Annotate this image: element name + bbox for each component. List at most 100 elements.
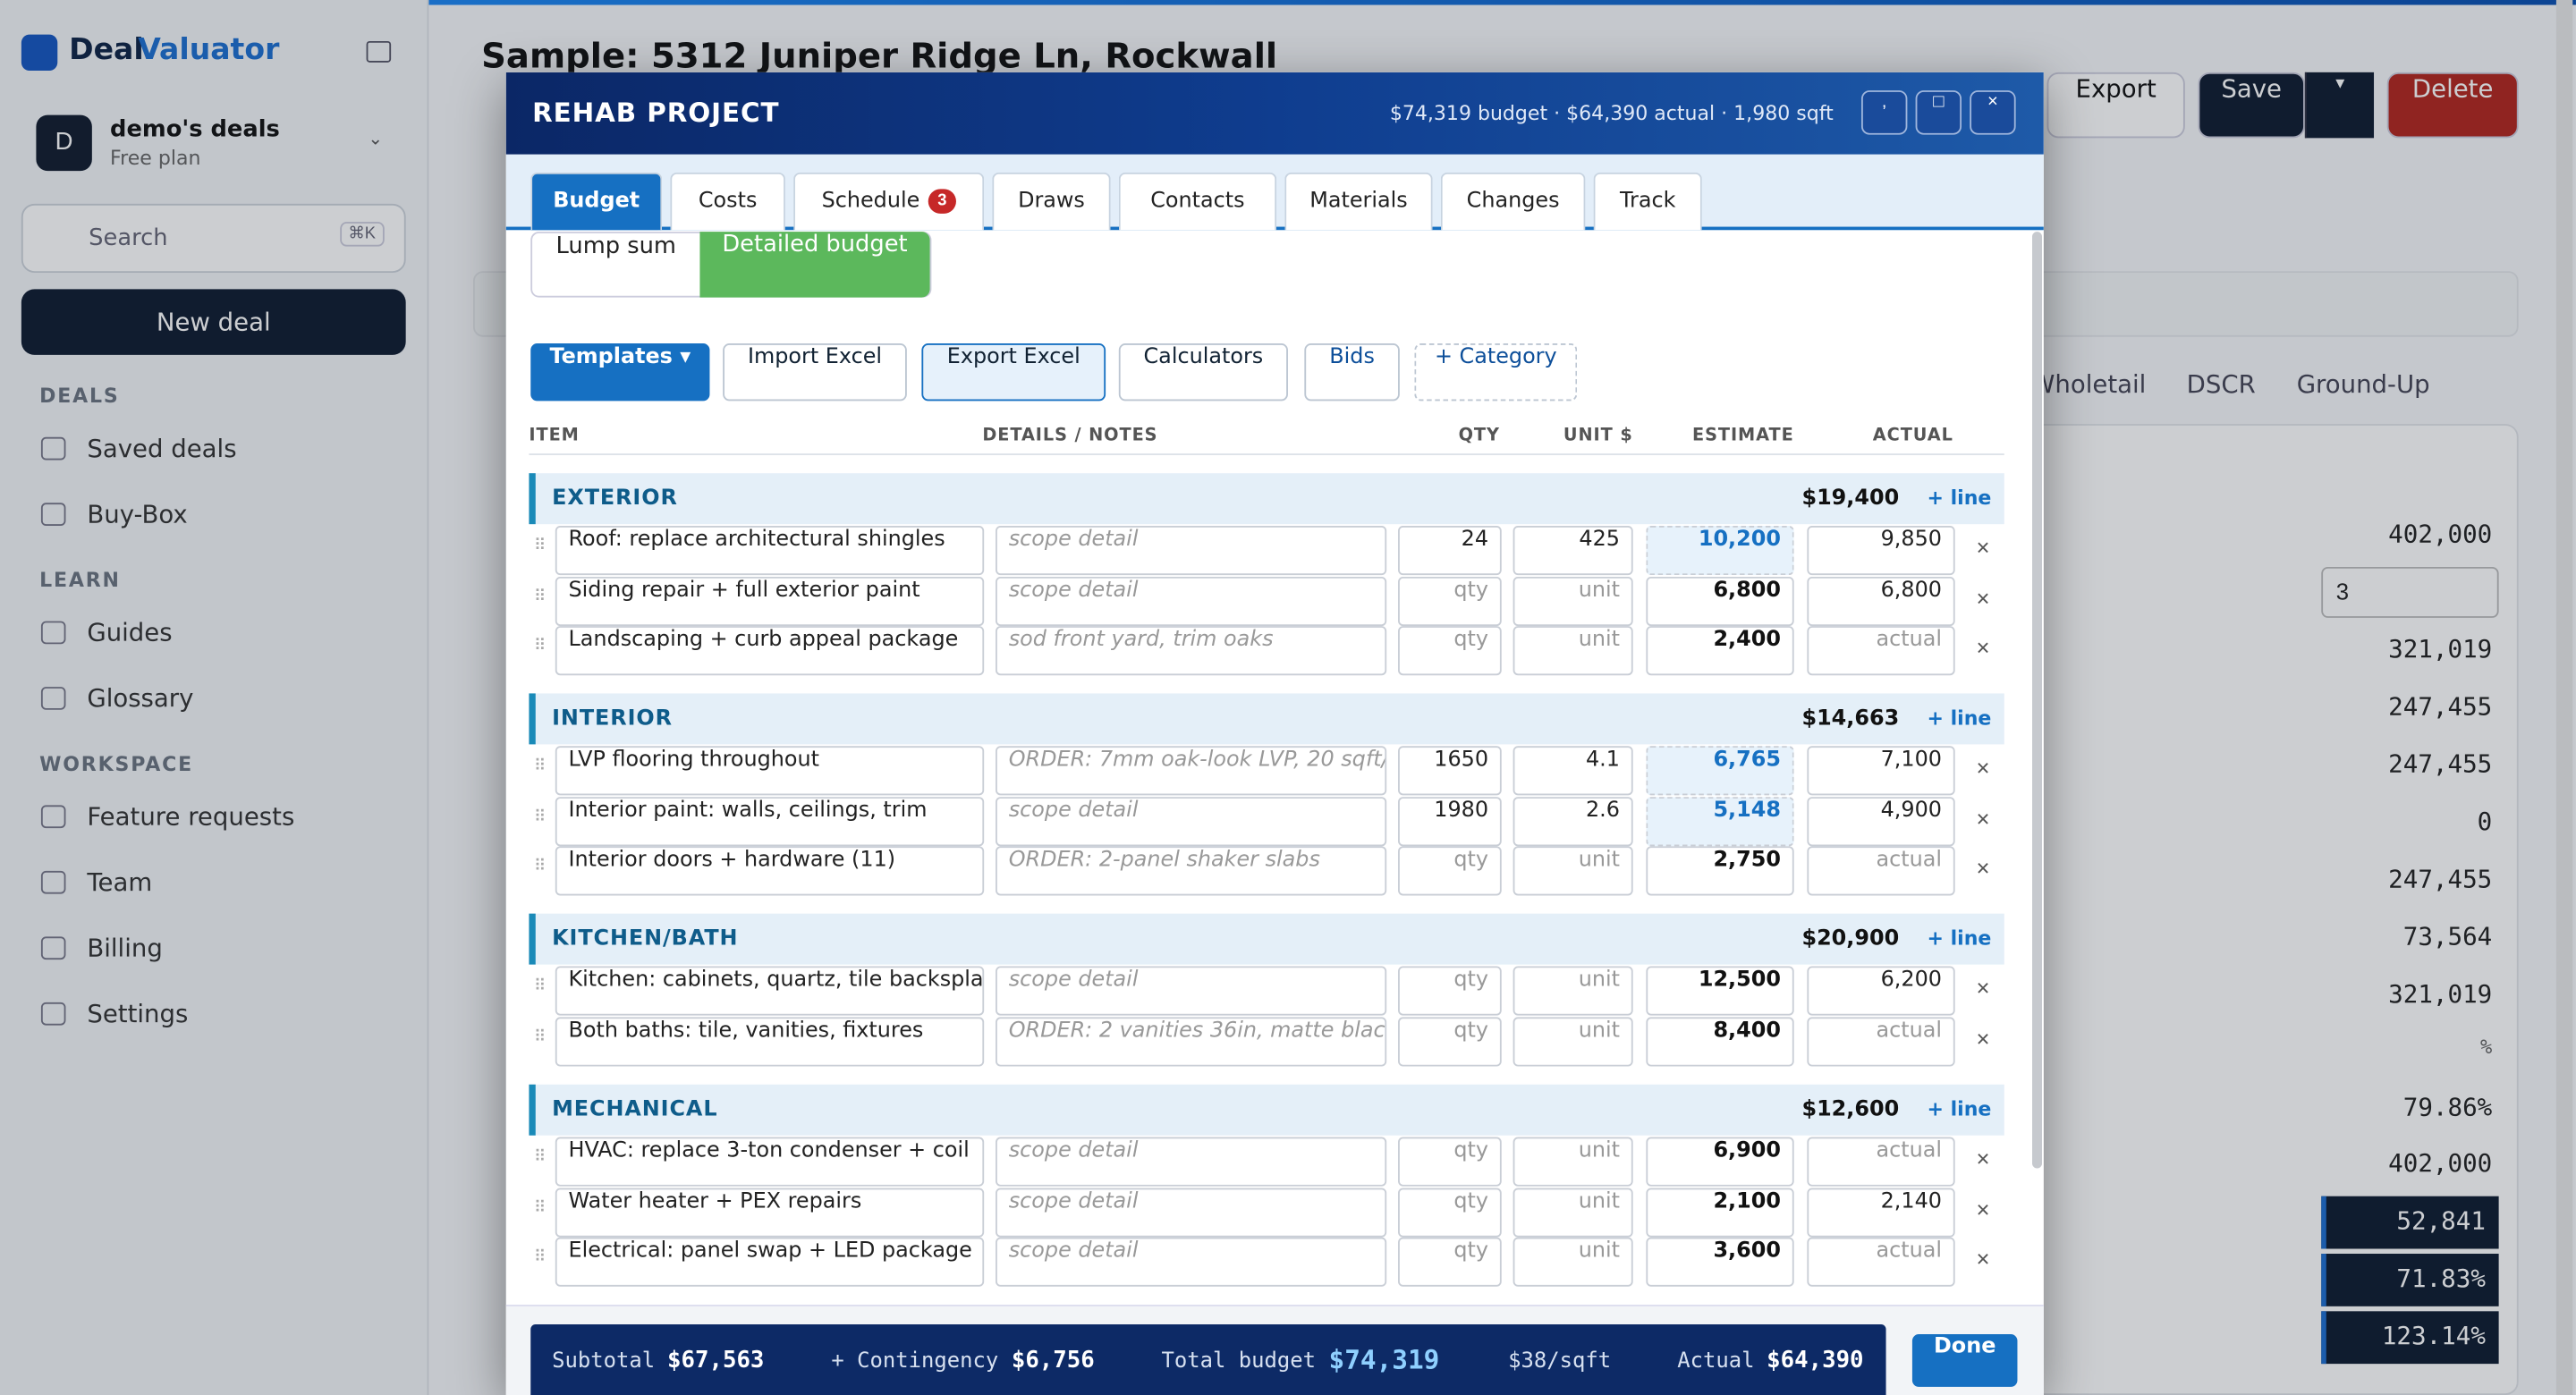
remove[interactable]: ×	[1976, 634, 1990, 661]
actual-input[interactable]: actual	[1807, 1237, 1955, 1287]
details-input[interactable]: scope detail	[996, 1137, 1387, 1187]
nav-item[interactable]: Feature requests	[87, 801, 295, 832]
nav-item[interactable]: Guides	[87, 617, 173, 647]
actual-input[interactable]: actual	[1807, 1016, 1955, 1066]
estimate-input[interactable]: 3,600	[1646, 1237, 1794, 1287]
page-button[interactable]: Export	[2046, 72, 2185, 139]
details-input[interactable]: scope detail	[996, 1187, 1387, 1237]
estimate-input[interactable]: 2,750	[1646, 846, 1794, 896]
unit-input[interactable]: 4.1	[1513, 746, 1633, 796]
page-tab[interactable]: Ground-Up	[2296, 369, 2430, 400]
modal-tab[interactable]: Draws	[992, 172, 1111, 231]
remove[interactable]: ×	[1976, 804, 1990, 831]
qty-input[interactable]: qty	[1398, 576, 1502, 626]
actual-input[interactable]: actual	[1807, 1137, 1955, 1187]
estimate-input[interactable]: 6,765	[1646, 746, 1794, 796]
estimate-input[interactable]: 10,200	[1646, 526, 1794, 576]
toolbar-button[interactable]: Export Excel	[921, 343, 1106, 402]
item-input[interactable]: Landscaping + curb appeal package	[555, 626, 985, 676]
qty-input[interactable]: qty	[1398, 966, 1502, 1016]
details-input[interactable]: scope detail	[996, 526, 1387, 576]
actual-input[interactable]: actual	[1807, 626, 1955, 676]
actual-input[interactable]: actual	[1807, 846, 1955, 896]
estimate-input[interactable]: 12,500	[1646, 966, 1794, 1016]
qty-input[interactable]: qty	[1398, 1016, 1502, 1066]
nav-item[interactable]: Saved deals	[87, 434, 237, 464]
toolbar-button[interactable]: Templates ▾	[530, 343, 710, 402]
unit-input[interactable]: unit	[1513, 1137, 1633, 1187]
item-input[interactable]: Both baths: tile, vanities, fixtures	[555, 1016, 985, 1066]
collapse-icon[interactable]	[366, 40, 392, 63]
add-line[interactable]: + line	[1927, 486, 1992, 510]
nav-item[interactable]: Billing	[87, 933, 163, 963]
done-button[interactable]: Done	[1911, 1334, 2018, 1387]
remove[interactable]: ×	[1976, 1145, 1990, 1172]
toolbar-button[interactable]: Bids	[1304, 343, 1400, 402]
details-input[interactable]: ORDER: 2-panel shaker slabs	[996, 846, 1387, 896]
estimate-input[interactable]: 5,148	[1646, 796, 1794, 846]
item-input[interactable]: Kitchen: cabinets, quartz, tile backspla…	[555, 966, 985, 1016]
select[interactable]: 3	[2321, 566, 2499, 618]
remove[interactable]: ×	[1976, 754, 1990, 781]
item-input[interactable]: Siding repair + full exterior paint	[555, 576, 985, 626]
item-input[interactable]: Interior paint: walls, ceilings, trim	[555, 796, 985, 846]
modal-tab[interactable]: Budget	[530, 172, 663, 231]
nav-item[interactable]: Settings	[87, 999, 189, 1029]
unit-input[interactable]: unit	[1513, 846, 1633, 896]
add-line[interactable]: + line	[1927, 1097, 1992, 1121]
page-button[interactable]: Save	[2198, 72, 2305, 139]
window-button[interactable]: □	[1915, 90, 1962, 135]
remove[interactable]: ×	[1976, 534, 1990, 561]
qty-input[interactable]: 1980	[1398, 796, 1502, 846]
qty-input[interactable]: qty	[1398, 1187, 1502, 1237]
estimate-input[interactable]: 8,400	[1646, 1016, 1794, 1066]
estimate-input[interactable]: 2,400	[1646, 626, 1794, 676]
page-button[interactable]: Delete	[2386, 72, 2519, 139]
unit-input[interactable]: unit	[1513, 1187, 1633, 1237]
details-input[interactable]: scope detail	[996, 966, 1387, 1016]
unit-input[interactable]: unit	[1513, 626, 1633, 676]
drag-handle[interactable]: ⠿	[533, 1198, 547, 1217]
item-input[interactable]: LVP flooring throughout	[555, 746, 985, 796]
drag-handle[interactable]: ⠿	[533, 1148, 547, 1167]
mode-button[interactable]: Lump sum	[555, 232, 677, 260]
unit-input[interactable]: 425	[1513, 526, 1633, 576]
remove[interactable]: ×	[1976, 584, 1990, 611]
estimate-input[interactable]: 2,100	[1646, 1187, 1794, 1237]
nav-item[interactable]: Buy-Box	[87, 499, 188, 529]
details-input[interactable]: scope detail	[996, 796, 1387, 846]
actual-input[interactable]: 6,200	[1807, 966, 1955, 1016]
unit-input[interactable]: unit	[1513, 1237, 1633, 1287]
qty-input[interactable]: qty	[1398, 1137, 1502, 1187]
estimate-input[interactable]: 6,900	[1646, 1137, 1794, 1187]
drag-handle[interactable]: ⠿	[533, 1027, 547, 1046]
modal-tab[interactable]: Contacts	[1118, 172, 1277, 231]
drag-handle[interactable]: ⠿	[533, 977, 547, 996]
details-input[interactable]: ORDER: 7mm oak-look LVP, 20 sqft/box	[996, 746, 1387, 796]
qty-input[interactable]: qty	[1398, 846, 1502, 896]
window-button[interactable]: ‚	[1860, 90, 1908, 135]
drag-handle[interactable]: ⠿	[533, 587, 547, 606]
new-deal[interactable]: New deal	[21, 289, 406, 355]
modal-tab[interactable]: Changes	[1440, 172, 1586, 231]
details-input[interactable]: scope detail	[996, 576, 1387, 626]
page-tab[interactable]: Wholetail	[2030, 369, 2147, 400]
item-input[interactable]: Water heater + PEX repairs	[555, 1187, 985, 1237]
add-line[interactable]: + line	[1927, 926, 1992, 951]
details-input[interactable]: scope detail	[996, 1237, 1387, 1287]
unit-input[interactable]: 2.6	[1513, 796, 1633, 846]
drag-handle[interactable]: ⠿	[533, 537, 547, 556]
actual-input[interactable]: 2,140	[1807, 1187, 1955, 1237]
qty-input[interactable]: qty	[1398, 1237, 1502, 1287]
remove[interactable]: ×	[1976, 1024, 1990, 1052]
search[interactable]: Search ⌘K	[21, 203, 406, 274]
qty-input[interactable]: 1650	[1398, 746, 1502, 796]
actual-input[interactable]: 6,800	[1807, 576, 1955, 626]
drag-handle[interactable]: ⠿	[533, 637, 547, 656]
modal-tab[interactable]: Costs	[670, 172, 785, 231]
unit-input[interactable]: unit	[1513, 1016, 1633, 1066]
window-button[interactable]: ×	[1970, 90, 2016, 135]
account[interactable]: demo's deals	[110, 116, 280, 143]
modal-tab[interactable]: Materials	[1284, 172, 1433, 231]
mode-button[interactable]: Detailed budget	[699, 232, 930, 298]
